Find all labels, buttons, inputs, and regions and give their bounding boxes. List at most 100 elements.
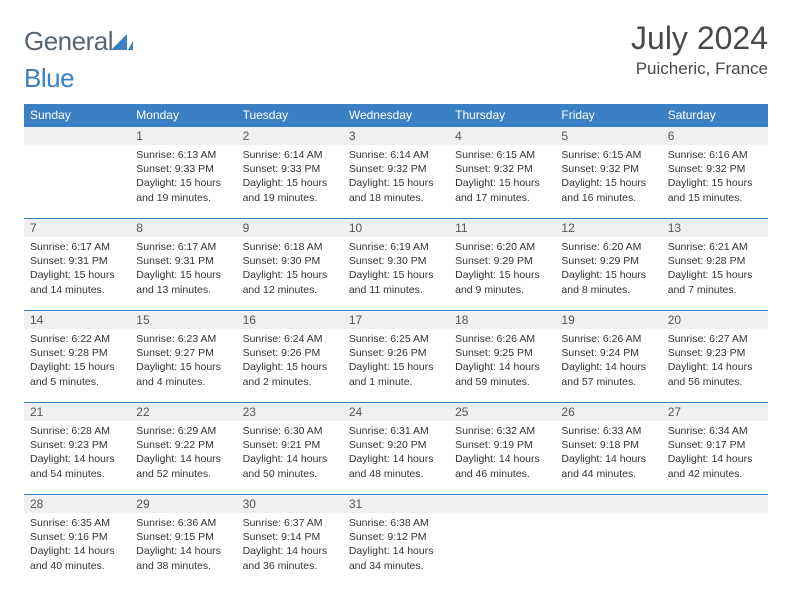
- day-details: Sunrise: 6:17 AMSunset: 9:31 PMDaylight:…: [130, 237, 236, 301]
- calendar-day-cell: 25Sunrise: 6:32 AMSunset: 9:19 PMDayligh…: [449, 402, 555, 494]
- logo-text-general: General: [24, 26, 113, 56]
- day-number: 25: [449, 402, 555, 421]
- day-details: Sunrise: 6:15 AMSunset: 9:32 PMDaylight:…: [449, 145, 555, 209]
- day-number: 1: [130, 126, 236, 145]
- sunrise-text: Sunrise: 6:30 AM: [243, 424, 337, 438]
- sunset-text: Sunset: 9:31 PM: [30, 254, 124, 268]
- daylight-text: Daylight: 15 hours and 4 minutes.: [136, 360, 230, 388]
- day-number: 11: [449, 218, 555, 237]
- sunrise-text: Sunrise: 6:17 AM: [30, 240, 124, 254]
- sunset-text: Sunset: 9:16 PM: [30, 530, 124, 544]
- sunset-text: Sunset: 9:33 PM: [136, 162, 230, 176]
- page-header: GeneralBlue July 2024 Puicheric, France: [24, 20, 768, 94]
- calendar-day-cell: 7 Sunrise: 6:17 AMSunset: 9:31 PMDaylight…: [24, 218, 130, 310]
- calendar-day-cell: 18Sunrise: 6:26 AMSunset: 9:25 PMDayligh…: [449, 310, 555, 402]
- sunrise-text: Sunrise: 6:36 AM: [136, 516, 230, 530]
- day-number: 17: [343, 310, 449, 329]
- day-number: [449, 494, 555, 513]
- daylight-text: Daylight: 15 hours and 9 minutes.: [455, 268, 549, 296]
- calendar-week-row: 28Sunrise: 6:35 AMSunset: 9:16 PMDayligh…: [24, 494, 768, 586]
- daylight-text: Daylight: 14 hours and 40 minutes.: [30, 544, 124, 572]
- weekday-header: Thursday: [449, 104, 555, 126]
- sunrise-text: Sunrise: 6:20 AM: [455, 240, 549, 254]
- logo-sail-icon: [111, 26, 133, 57]
- sunset-text: Sunset: 9:32 PM: [668, 162, 762, 176]
- sunrise-text: Sunrise: 6:13 AM: [136, 148, 230, 162]
- day-number: 20: [662, 310, 768, 329]
- sunset-text: Sunset: 9:23 PM: [668, 346, 762, 360]
- calendar-week-row: 7Sunrise: 6:17 AMSunset: 9:31 PMDaylight…: [24, 218, 768, 310]
- day-number: [662, 494, 768, 513]
- weekday-header: Saturday: [662, 104, 768, 126]
- sunrise-text: Sunrise: 6:28 AM: [30, 424, 124, 438]
- daylight-text: Daylight: 15 hours and 5 minutes.: [30, 360, 124, 388]
- day-number: [24, 126, 130, 145]
- sunset-text: Sunset: 9:30 PM: [243, 254, 337, 268]
- sunrise-text: Sunrise: 6:38 AM: [349, 516, 443, 530]
- day-number: 31: [343, 494, 449, 513]
- daylight-text: Daylight: 15 hours and 7 minutes.: [668, 268, 762, 296]
- weekday-header: Tuesday: [237, 104, 343, 126]
- day-details: Sunrise: 6:21 AMSunset: 9:28 PMDaylight:…: [662, 237, 768, 301]
- day-number: 4: [449, 126, 555, 145]
- calendar-day-cell: 2Sunrise: 6:14 AMSunset: 9:33 PMDaylight…: [237, 126, 343, 218]
- location-label: Puicheric, France: [631, 59, 768, 79]
- sunset-text: Sunset: 9:32 PM: [455, 162, 549, 176]
- weekday-header: Wednesday: [343, 104, 449, 126]
- weekday-header-row: Sunday Monday Tuesday Wednesday Thursday…: [24, 104, 768, 126]
- sunrise-text: Sunrise: 6:19 AM: [349, 240, 443, 254]
- sunset-text: Sunset: 9:25 PM: [455, 346, 549, 360]
- calendar-day-cell: 20Sunrise: 6:27 AMSunset: 9:23 PMDayligh…: [662, 310, 768, 402]
- daylight-text: Daylight: 14 hours and 50 minutes.: [243, 452, 337, 480]
- day-details: Sunrise: 6:14 AMSunset: 9:33 PMDaylight:…: [237, 145, 343, 209]
- sunset-text: Sunset: 9:28 PM: [30, 346, 124, 360]
- day-details: Sunrise: 6:36 AMSunset: 9:15 PMDaylight:…: [130, 513, 236, 577]
- day-number: 16: [237, 310, 343, 329]
- calendar-day-cell: 21Sunrise: 6:28 AMSunset: 9:23 PMDayligh…: [24, 402, 130, 494]
- day-number: 26: [555, 402, 661, 421]
- sunrise-text: Sunrise: 6:26 AM: [455, 332, 549, 346]
- calendar-day-cell: 15Sunrise: 6:23 AMSunset: 9:27 PMDayligh…: [130, 310, 236, 402]
- day-details: Sunrise: 6:26 AMSunset: 9:24 PMDaylight:…: [555, 329, 661, 393]
- daylight-text: Daylight: 15 hours and 14 minutes.: [30, 268, 124, 296]
- weekday-header: Monday: [130, 104, 236, 126]
- day-details: Sunrise: 6:22 AMSunset: 9:28 PMDaylight:…: [24, 329, 130, 393]
- day-number: 15: [130, 310, 236, 329]
- sunrise-text: Sunrise: 6:26 AM: [561, 332, 655, 346]
- daylight-text: Daylight: 14 hours and 59 minutes.: [455, 360, 549, 388]
- sunrise-text: Sunrise: 6:14 AM: [349, 148, 443, 162]
- daylight-text: Daylight: 14 hours and 48 minutes.: [349, 452, 443, 480]
- calendar-page: GeneralBlue July 2024 Puicheric, France …: [0, 0, 792, 596]
- day-details: Sunrise: 6:31 AMSunset: 9:20 PMDaylight:…: [343, 421, 449, 485]
- calendar-day-cell: 4Sunrise: 6:15 AMSunset: 9:32 PMDaylight…: [449, 126, 555, 218]
- sunset-text: Sunset: 9:27 PM: [136, 346, 230, 360]
- daylight-text: Daylight: 14 hours and 46 minutes.: [455, 452, 549, 480]
- calendar-week-row: 21Sunrise: 6:28 AMSunset: 9:23 PMDayligh…: [24, 402, 768, 494]
- daylight-text: Daylight: 14 hours and 42 minutes.: [668, 452, 762, 480]
- day-number: 7: [24, 218, 130, 237]
- daylight-text: Daylight: 14 hours and 54 minutes.: [30, 452, 124, 480]
- calendar-day-cell: 1Sunrise: 6:13 AMSunset: 9:33 PMDaylight…: [130, 126, 236, 218]
- weekday-header: Friday: [555, 104, 661, 126]
- calendar-day-cell: 17Sunrise: 6:25 AMSunset: 9:26 PMDayligh…: [343, 310, 449, 402]
- day-details: Sunrise: 6:15 AMSunset: 9:32 PMDaylight:…: [555, 145, 661, 209]
- day-number: 6: [662, 126, 768, 145]
- day-details: Sunrise: 6:18 AMSunset: 9:30 PMDaylight:…: [237, 237, 343, 301]
- sunset-text: Sunset: 9:22 PM: [136, 438, 230, 452]
- sunrise-text: Sunrise: 6:24 AM: [243, 332, 337, 346]
- daylight-text: Daylight: 15 hours and 17 minutes.: [455, 176, 549, 204]
- sunrise-text: Sunrise: 6:27 AM: [668, 332, 762, 346]
- calendar-day-cell: 3Sunrise: 6:14 AMSunset: 9:32 PMDaylight…: [343, 126, 449, 218]
- daylight-text: Daylight: 14 hours and 38 minutes.: [136, 544, 230, 572]
- calendar-day-cell: 8Sunrise: 6:17 AMSunset: 9:31 PMDaylight…: [130, 218, 236, 310]
- day-details: Sunrise: 6:29 AMSunset: 9:22 PMDaylight:…: [130, 421, 236, 485]
- day-number: 8: [130, 218, 236, 237]
- logo-text: GeneralBlue: [24, 26, 133, 94]
- sunrise-text: Sunrise: 6:33 AM: [561, 424, 655, 438]
- daylight-text: Daylight: 15 hours and 16 minutes.: [561, 176, 655, 204]
- calendar-day-cell: 11Sunrise: 6:20 AMSunset: 9:29 PMDayligh…: [449, 218, 555, 310]
- sunset-text: Sunset: 9:23 PM: [30, 438, 124, 452]
- daylight-text: Daylight: 15 hours and 19 minutes.: [243, 176, 337, 204]
- calendar-day-cell: 5Sunrise: 6:15 AMSunset: 9:32 PMDaylight…: [555, 126, 661, 218]
- calendar-day-cell: 10Sunrise: 6:19 AMSunset: 9:30 PMDayligh…: [343, 218, 449, 310]
